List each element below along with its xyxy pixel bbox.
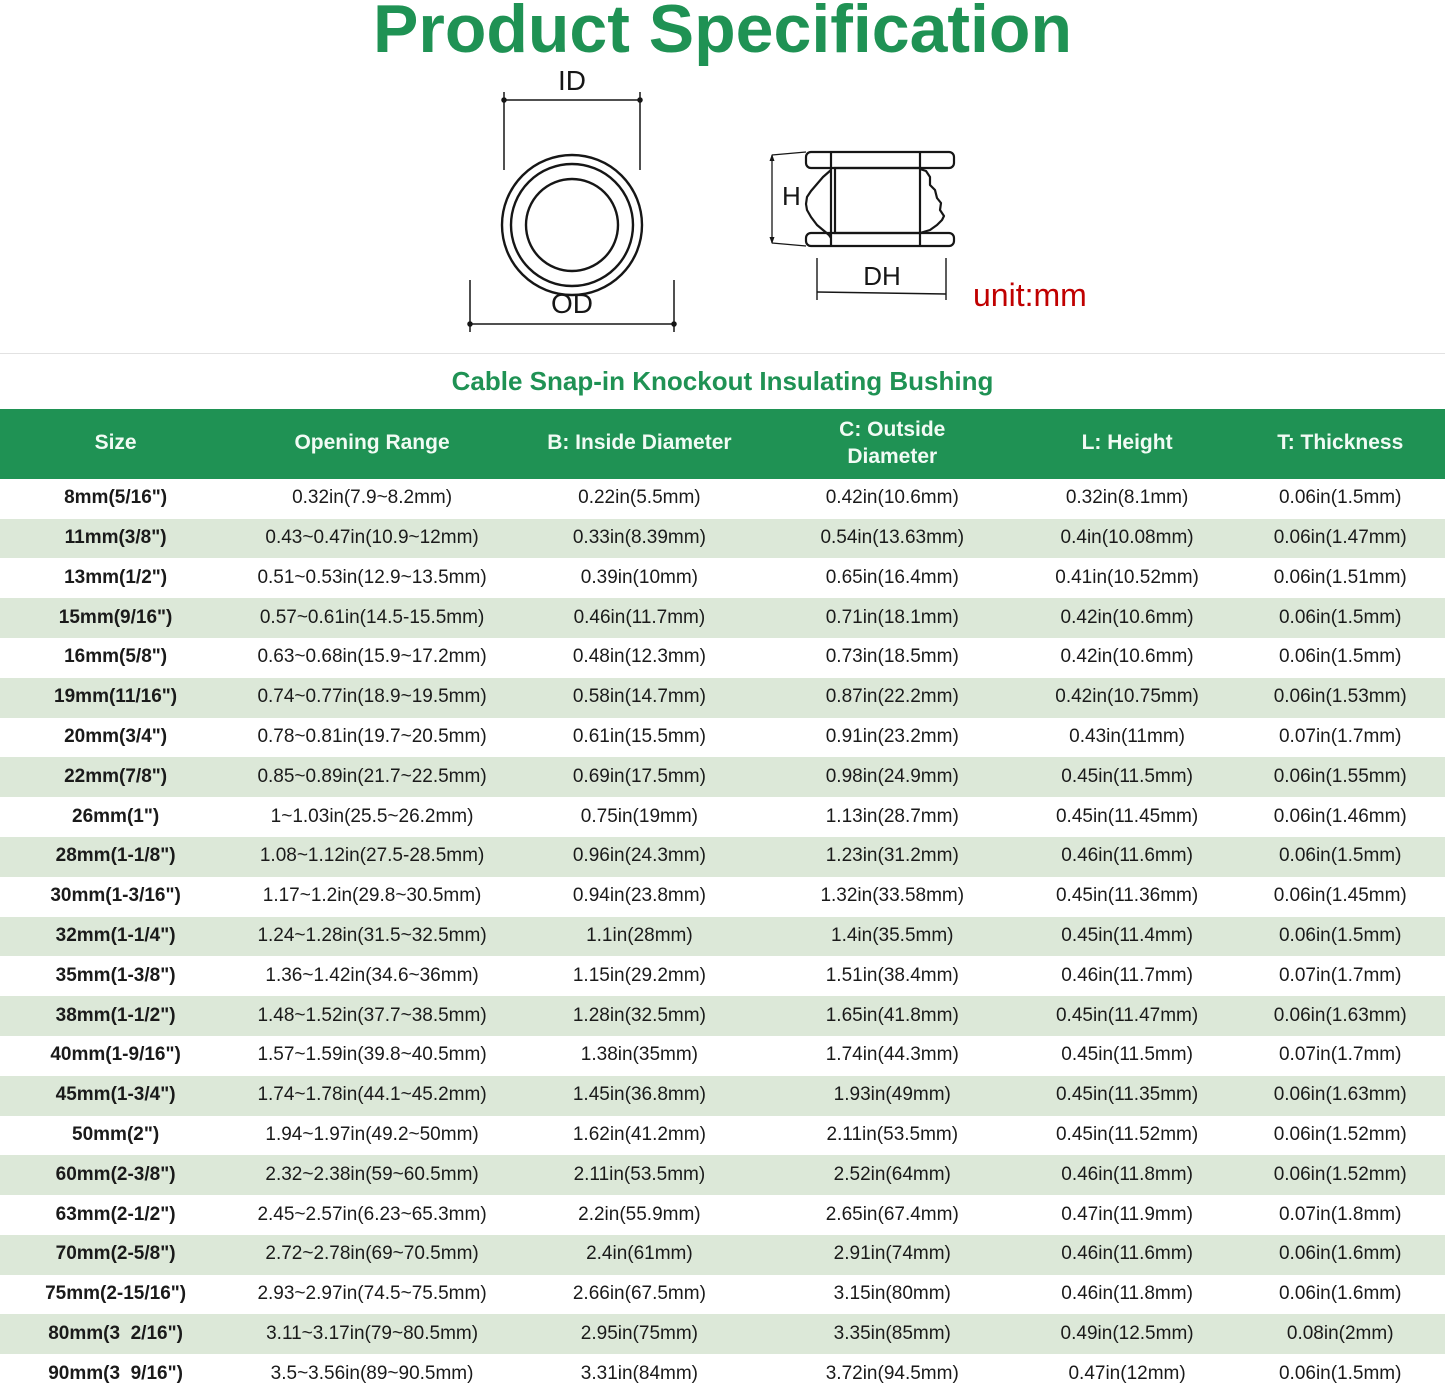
svg-text:H: H (782, 181, 801, 211)
svg-text:unit:mm: unit:mm (973, 277, 1087, 313)
svg-text:ID: ID (558, 70, 586, 96)
svg-text:OD: OD (551, 288, 593, 319)
svg-text:DH: DH (863, 261, 901, 291)
